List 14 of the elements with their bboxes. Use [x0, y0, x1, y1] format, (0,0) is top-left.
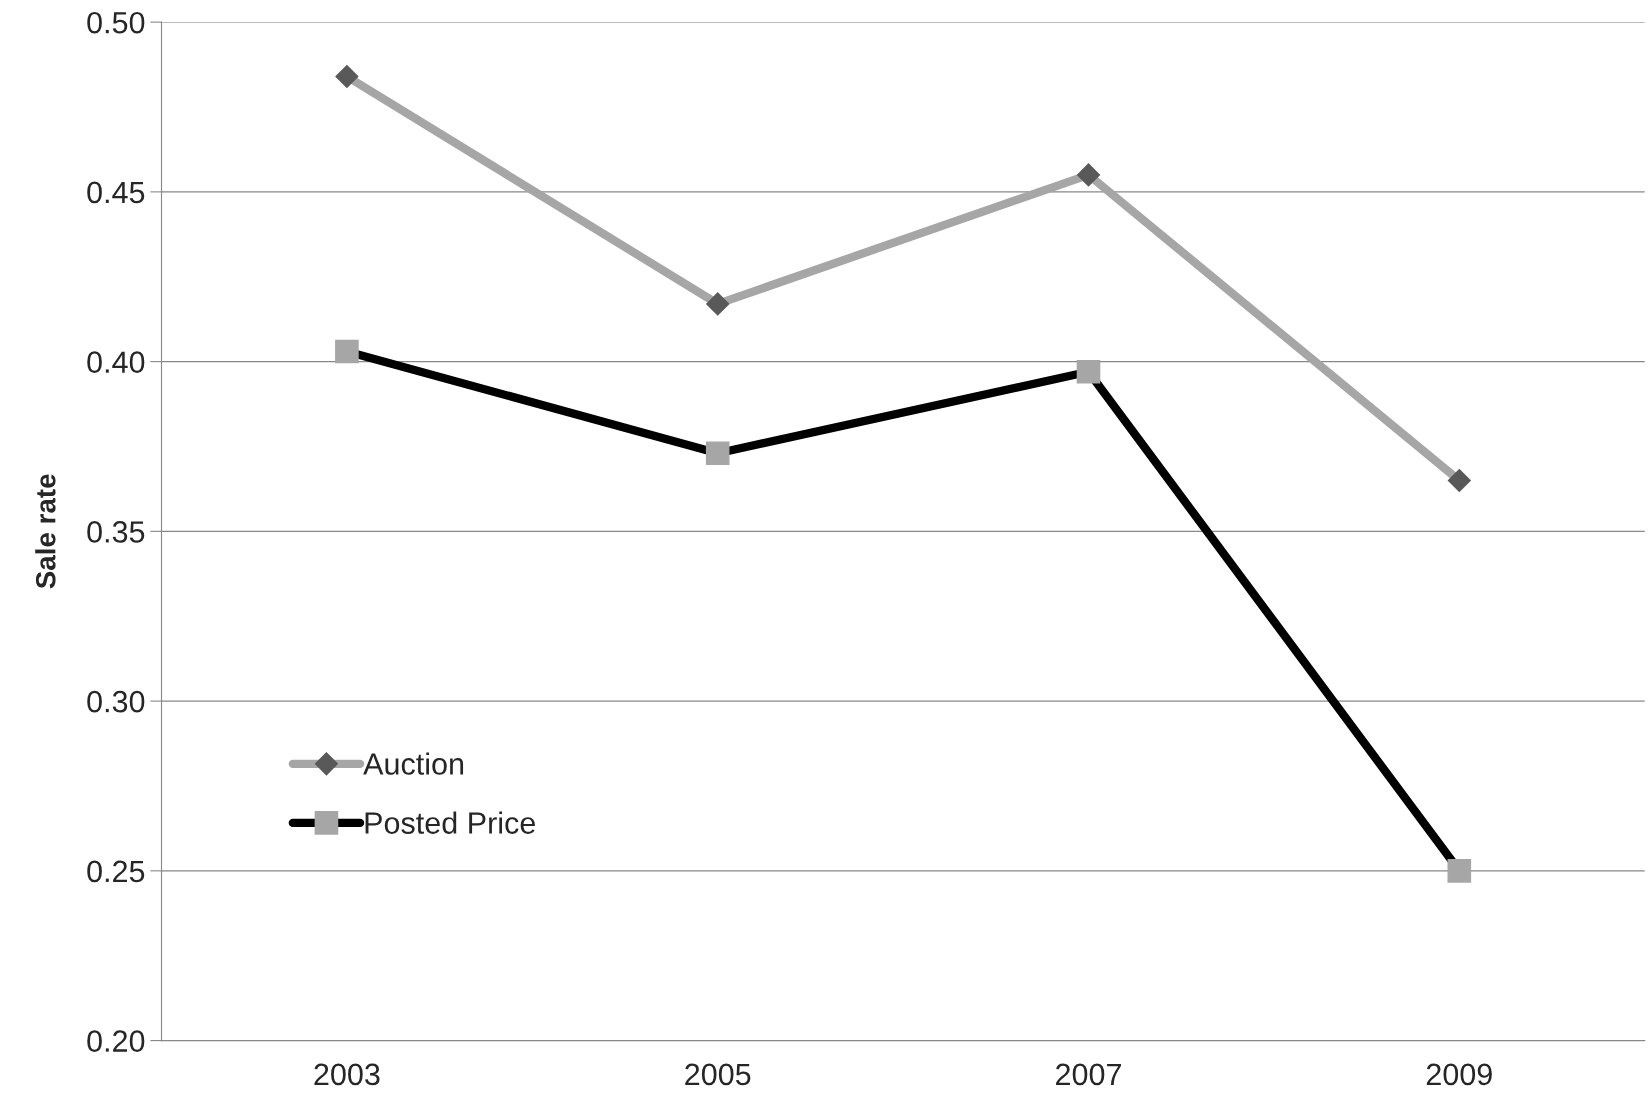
- y-tick-label: 0.20: [87, 1030, 145, 1052]
- y-tick-label: 0.30: [87, 690, 145, 713]
- x-tick-label: 2005: [685, 1063, 751, 1086]
- legend-label: Posted Price: [365, 811, 535, 834]
- x-tick-label: 2003: [314, 1063, 380, 1086]
- x-tick-label: 2007: [1056, 1063, 1121, 1086]
- x-tick-label: 2009: [1426, 1063, 1492, 1086]
- y-tick-label: 0.45: [87, 181, 145, 204]
- y-axis-title: Sale rate: [35, 474, 56, 589]
- legend-label: Auction: [363, 752, 464, 775]
- y-tick-label: 0.25: [87, 860, 145, 883]
- y-tick-label: 0.35: [87, 521, 145, 543]
- y-tick-label: 0.40: [87, 351, 145, 373]
- y-tick-label: 0.50: [87, 11, 145, 34]
